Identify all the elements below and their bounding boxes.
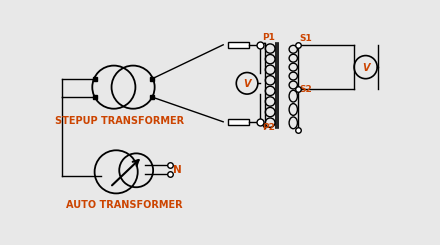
Text: P1: P1 — [262, 34, 275, 42]
Text: S2: S2 — [299, 85, 312, 94]
Text: STEPUP TRANSFORMER: STEPUP TRANSFORMER — [55, 116, 184, 126]
Text: AUTO TRANSFORMER: AUTO TRANSFORMER — [66, 200, 182, 209]
Text: N: N — [173, 165, 182, 174]
Bar — [228, 42, 249, 48]
Bar — [228, 119, 249, 125]
Text: V: V — [243, 79, 251, 89]
Text: S1: S1 — [299, 34, 312, 43]
Text: P2: P2 — [262, 123, 275, 132]
Text: V: V — [362, 63, 370, 73]
